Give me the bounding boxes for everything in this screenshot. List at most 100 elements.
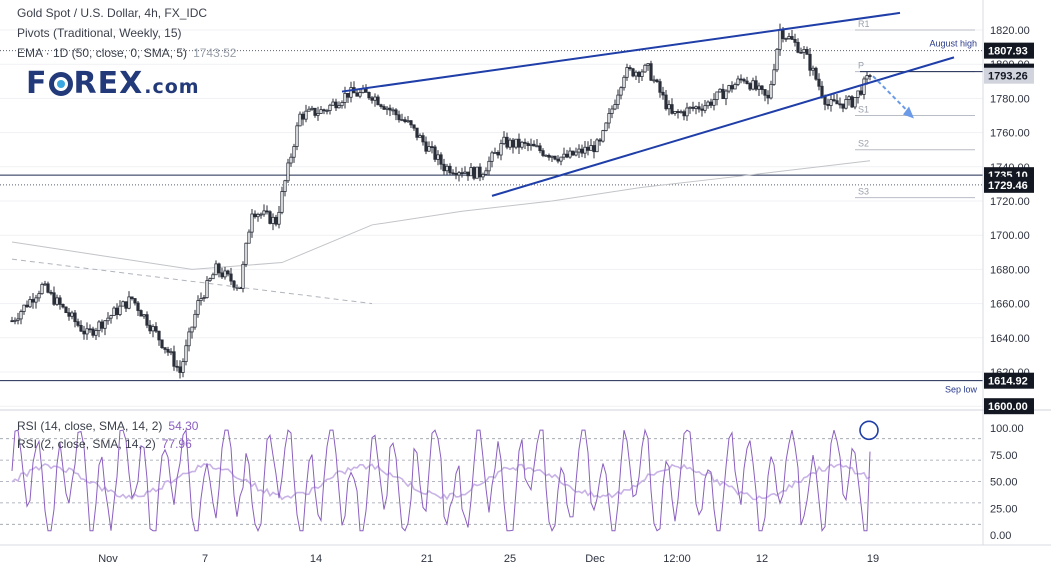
candle-body [427, 146, 431, 152]
candle-body [331, 101, 335, 106]
candle-body [424, 141, 428, 152]
price-label: 1600.00 [988, 401, 1028, 413]
pivot-label-s2: S2 [858, 139, 869, 149]
candle-body [223, 270, 227, 278]
candle-body [205, 280, 209, 298]
candle-body [589, 145, 593, 151]
candle-body [22, 304, 26, 312]
candle-body [247, 231, 251, 244]
candle-body [76, 321, 80, 326]
candle-body [289, 156, 293, 164]
candle-body [784, 38, 788, 40]
candle-body [13, 319, 17, 322]
candle-body [454, 173, 458, 176]
candle-body [748, 83, 752, 90]
trendline-wedge-upper [341, 11, 901, 93]
candle-body [550, 155, 554, 158]
rsi-tick-label: 50.00 [990, 477, 1018, 489]
pivot-label-r1: R1 [858, 19, 870, 29]
candle-body [325, 110, 329, 112]
trendlines[interactable] [11, 11, 955, 305]
candle-body [355, 92, 359, 97]
candle-body [499, 143, 503, 156]
candle-body [832, 99, 836, 102]
legend-ema[interactable]: EMA · 1D (50, close, 0, SMA, 5) 1743.52 [17, 46, 236, 60]
candle-body [547, 154, 551, 158]
candle-body [583, 146, 587, 154]
candle-body [232, 280, 236, 288]
candle-body [100, 321, 104, 329]
legend-ema-value: 1743.52 [193, 46, 237, 60]
rsi-tick-label: 75.00 [990, 450, 1018, 462]
price-label-bg [984, 67, 1034, 84]
candle-body [820, 85, 824, 97]
rsi-tick-label: 25.00 [990, 503, 1018, 515]
candle-body [649, 63, 653, 81]
ema-1d-line [11, 160, 871, 270]
candle-body [358, 92, 362, 97]
candle-body [43, 283, 47, 286]
candle-body [622, 76, 626, 89]
legend-title[interactable]: Gold Spot / U.S. Dollar, 4h, FX_IDC [17, 6, 208, 20]
candle-body [631, 68, 635, 77]
time-axis[interactable]: Nov 7 14 21 25 Dec 12:00 12 19 [0, 544, 1051, 565]
candle-body [754, 80, 758, 90]
candle-body [301, 113, 305, 120]
candle-body [712, 99, 716, 106]
candle-body [643, 64, 647, 73]
price-label-bg [984, 42, 1034, 59]
candle-body [478, 166, 482, 178]
candle-body [514, 138, 518, 148]
candle-body [796, 41, 800, 53]
candle-body [862, 78, 866, 95]
candle-body [541, 150, 545, 156]
time-tick-label: 14 [310, 553, 322, 565]
time-tick-label: 12:00 [663, 553, 691, 565]
candle-body [538, 145, 542, 152]
rsi2-legend[interactable]: RSI (2, close, SMA, 14, 2) 77.96 [17, 437, 192, 451]
forex-logo: F REX.com [26, 66, 200, 101]
candle-body [148, 324, 152, 332]
candle-body [529, 143, 533, 146]
candle-body [556, 158, 560, 162]
candle-body [646, 63, 650, 66]
candle-body [115, 307, 119, 315]
candle-body [322, 109, 326, 112]
candle-body [685, 107, 689, 117]
candle-body [16, 318, 20, 321]
candle-body [655, 79, 659, 83]
candle-body [256, 213, 260, 218]
candle-body [493, 152, 497, 154]
candle-body [112, 307, 116, 316]
logo-letters: REX [73, 66, 144, 101]
candle-body [262, 210, 266, 215]
candle-body [442, 163, 446, 172]
candle-body [829, 99, 833, 106]
candle-body [814, 67, 818, 80]
candle-body [664, 94, 668, 110]
candle-body [628, 67, 632, 70]
candle-body [370, 97, 374, 101]
rsi-tick-label: 100.00 [990, 423, 1024, 435]
candle-body [658, 81, 662, 93]
candle-body [586, 146, 590, 151]
candle-body [310, 107, 314, 110]
candle-body [763, 89, 767, 96]
candle-body [295, 125, 299, 147]
candle-body [349, 87, 353, 98]
candle-body [802, 49, 806, 53]
legend-pivots[interactable]: Pivots (Traditional, Weekly, 15) [17, 26, 182, 40]
rsi14-value: 54.30 [168, 419, 199, 433]
candle-body [340, 102, 344, 107]
candle-body [184, 345, 188, 363]
candle-body [670, 104, 674, 114]
candle-body [40, 284, 44, 295]
candle-body [721, 88, 725, 100]
candle-body [598, 139, 602, 142]
candle-body [286, 162, 290, 182]
candle-body [505, 136, 509, 148]
candle-body [274, 216, 278, 225]
rsi14-legend[interactable]: RSI (14, close, SMA, 14, 2) 54.30 [17, 419, 198, 433]
candle-body [277, 211, 281, 225]
